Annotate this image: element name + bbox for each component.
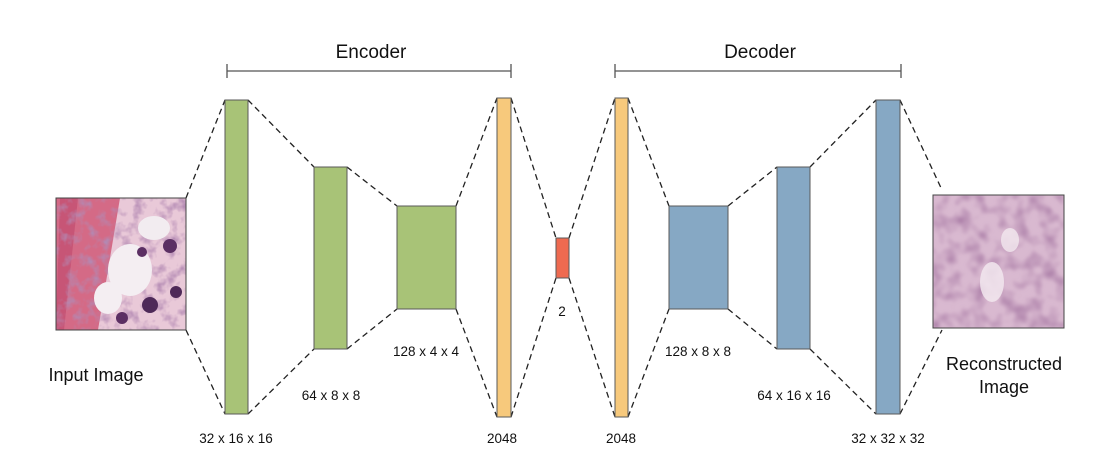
decoder-deconv3-block (875, 99, 901, 415)
decoder-title: Decoder (724, 42, 796, 63)
latent-block (555, 237, 570, 279)
shape-label-dec3: 32 x 32 x 32 (851, 431, 925, 446)
encoder-dense-block (496, 97, 512, 418)
encoder-title: Encoder (336, 42, 407, 63)
shape-label-enc2: 64 x 8 x 8 (302, 388, 361, 403)
shape-label-dec-dense: 2048 (606, 431, 636, 446)
reconstructed-image (932, 194, 1065, 329)
shape-label-enc1: 32 x 16 x 16 (199, 431, 273, 446)
shape-label-enc3: 128 x 4 x 4 (393, 344, 460, 359)
decoder-dense-block (614, 97, 629, 418)
connector-lines (185, 97, 943, 418)
decoder-bracket (614, 64, 902, 78)
input-image-label: Input Image (48, 365, 143, 385)
reconstructed-image-label-line1: Reconstructed (946, 354, 1062, 374)
shape-label-enc-dense: 2048 (487, 431, 517, 446)
encoder-conv3-block (396, 205, 457, 310)
shape-label-latent: 2 (558, 304, 566, 319)
encoder-conv2-block (313, 166, 348, 350)
decoder-deconv1-block (668, 205, 729, 310)
shape-label-dec1: 128 x 8 x 8 (665, 344, 731, 359)
decoder-deconv2-block (776, 166, 811, 350)
encoder-conv1-block (224, 99, 249, 415)
encoder-bracket (226, 64, 512, 78)
shape-label-dec2: 64 x 16 x 16 (757, 388, 831, 403)
input-image (55, 197, 187, 331)
reconstructed-image-label-line2: Image (979, 377, 1029, 397)
